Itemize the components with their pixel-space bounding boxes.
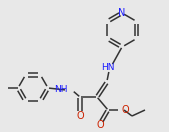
- Text: O: O: [96, 120, 104, 130]
- Text: N: N: [118, 8, 126, 18]
- Text: HN: HN: [101, 63, 115, 72]
- Text: O: O: [121, 105, 129, 115]
- Text: O: O: [76, 111, 84, 121]
- Text: NH: NH: [54, 86, 68, 95]
